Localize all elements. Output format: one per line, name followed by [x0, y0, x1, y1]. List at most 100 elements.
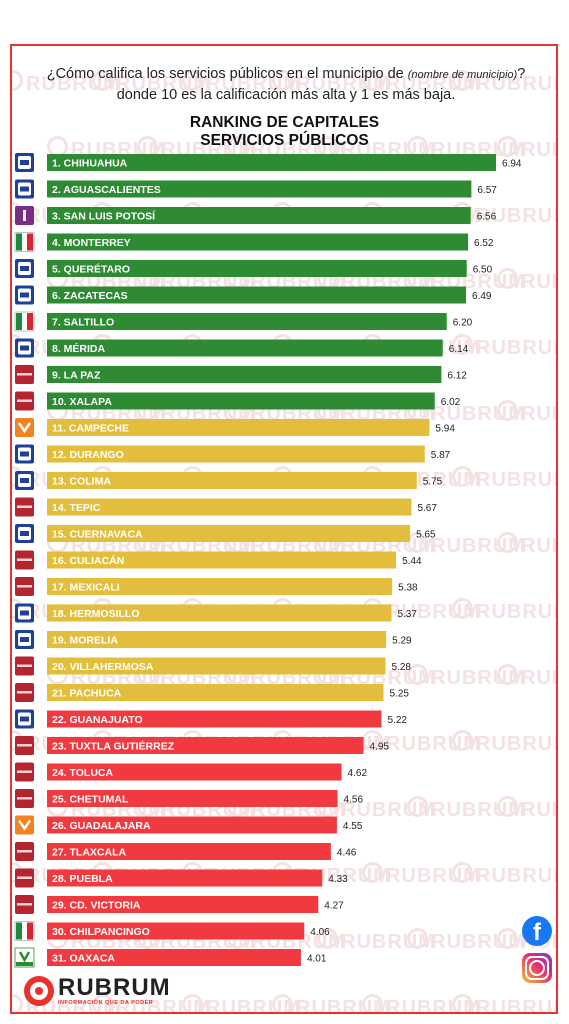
bar-value-label: 6.50: [473, 265, 493, 276]
bar: [47, 657, 386, 675]
bar-value-label: 4.55: [343, 821, 363, 832]
bar-value-label: 5.94: [435, 424, 455, 435]
bar: [47, 631, 387, 648]
morena-party-icon-text: [17, 558, 32, 561]
bar-value-label: 5.65: [416, 530, 436, 541]
pan-party-icon-band: [20, 610, 29, 616]
bar: [47, 710, 382, 728]
morena-party-icon-text: [17, 797, 32, 800]
bar-category-label: 29. CD. VICTORIA: [52, 900, 141, 912]
bar-category-label: 12. DURANGO: [52, 449, 124, 461]
bar-category-label: 23. TUXTLA GUTIÉRREZ: [52, 740, 175, 753]
rubrum-logo-mark: [24, 976, 54, 1006]
morena-party-icon-text: [17, 505, 32, 508]
watermark-text: RUBRUM: [452, 598, 556, 624]
pan-party-icon-band: [20, 531, 29, 536]
pri-party-icon-red: [27, 922, 33, 940]
bar-category-label: 28. PUEBLA: [52, 873, 113, 885]
instagram-icon[interactable]: [522, 953, 552, 983]
bar-category-label: 19. MORELIA: [52, 635, 118, 647]
bar: [47, 843, 331, 860]
bar-category-label: 13. COLIMA: [52, 476, 111, 488]
pan-party-icon-band: [20, 451, 29, 457]
bar: [47, 869, 323, 887]
bar: [47, 339, 443, 357]
bar: [47, 790, 338, 807]
bar-category-label: 16. CULIACÁN: [52, 554, 124, 567]
survey-question: ¿Cómo califica los servicios públicos en…: [30, 64, 542, 105]
bar-category-label: 31. OAXACA: [52, 953, 115, 965]
mc-party-icon-mark: [17, 819, 32, 831]
bar: [47, 154, 496, 171]
rubrum-logo: RUBRUM INFORMACIÓN QUE DA PODER: [24, 976, 171, 1006]
bar-category-label: 26. GUADALAJARA: [52, 820, 151, 832]
bar-category-label: 18. HERMOSILLO: [52, 608, 140, 620]
bar-value-label: 4.62: [348, 768, 368, 779]
bar-category-label: 5. QUERÉTARO: [52, 263, 130, 276]
bar: [47, 419, 430, 436]
morena-party-icon-text: [17, 770, 32, 773]
watermark-text: RUBRUM: [452, 466, 556, 492]
bar-category-label: 22. GUANAJUATO: [52, 714, 143, 726]
bar-category-label: 10. XALAPA: [52, 396, 112, 408]
watermark-text: RUBRUM: [452, 202, 556, 228]
morena-party-icon-text: [17, 373, 32, 376]
bar-value-label: 4.33: [328, 874, 348, 885]
bar: [47, 392, 435, 410]
watermark-text: RUBRUM: [452, 70, 556, 96]
bar: [47, 286, 467, 304]
morena-party-icon-text: [17, 664, 32, 667]
mc-party-icon-mark: [17, 422, 32, 434]
bar-value-label: 6.02: [441, 397, 461, 408]
watermark-text: RUBRUM: [497, 532, 556, 558]
pri-party-icon-green: [16, 233, 22, 251]
morena-party-icon-text: [17, 399, 32, 402]
bar-value-label: 5.22: [387, 715, 407, 726]
bar: [47, 551, 397, 569]
bar-value-label: 5.28: [391, 662, 411, 673]
bar-category-label: 15. CUERNAVACA: [52, 529, 143, 541]
morena-party-icon-text: [17, 744, 32, 747]
bar-category-label: 24. TOLUCA: [52, 767, 113, 779]
pan-party-icon-band: [20, 637, 29, 642]
bar-category-label: 7. SALTILLO: [52, 317, 114, 329]
bar: [47, 498, 412, 516]
bar: [47, 472, 417, 489]
bar-value-label: 6.57: [477, 185, 497, 196]
facebook-icon[interactable]: f: [522, 916, 552, 946]
pri-party-icon-red: [27, 233, 33, 251]
bar: [47, 578, 393, 595]
bar-category-label: 9. LA PAZ: [52, 370, 101, 382]
bar: [47, 525, 411, 542]
watermark-text: RUBRUM: [497, 268, 556, 294]
bar-value-label: 6.20: [453, 318, 473, 329]
bar-category-label: 27. TLAXCALA: [52, 847, 127, 859]
bar-value-label: 4.27: [324, 901, 344, 912]
morena-party-icon-text: [17, 691, 32, 694]
brand-name: RUBRUM: [58, 974, 171, 1001]
chart-title-line-1: RANKING DE CAPITALES: [189, 114, 380, 131]
bar: [47, 233, 469, 251]
chart-title-line-2: SERVICIOS PÚBLICOS: [200, 132, 369, 149]
morena-party-icon-text: [17, 903, 32, 906]
bar-value-label: 6.49: [472, 291, 492, 302]
independent-party-icon-mark: [23, 210, 26, 221]
bar-value-label: 6.12: [447, 371, 467, 382]
bar-category-label: 14. TEPIC: [52, 502, 101, 514]
bar-value-label: 5.75: [423, 477, 443, 488]
bar-value-label: 4.95: [370, 742, 390, 753]
watermark-text: RUBRUM: [497, 796, 556, 822]
pan-party-icon-band: [20, 266, 29, 271]
bar-value-label: 5.29: [392, 636, 412, 647]
bar-category-label: 20. VILLAHERMOSA: [52, 661, 154, 673]
verde-party-icon-band: [16, 962, 33, 966]
pri-party-icon-red: [27, 313, 33, 330]
pan-party-icon-band: [20, 478, 29, 483]
bar-value-label: 4.01: [307, 954, 327, 965]
bar-category-label: 21. PACHUCA: [52, 688, 122, 700]
morena-party-icon-text: [17, 876, 32, 879]
pri-party-icon-green: [16, 922, 22, 940]
bar-value-label: 5.25: [389, 689, 409, 700]
pan-party-icon-band: [20, 345, 29, 351]
